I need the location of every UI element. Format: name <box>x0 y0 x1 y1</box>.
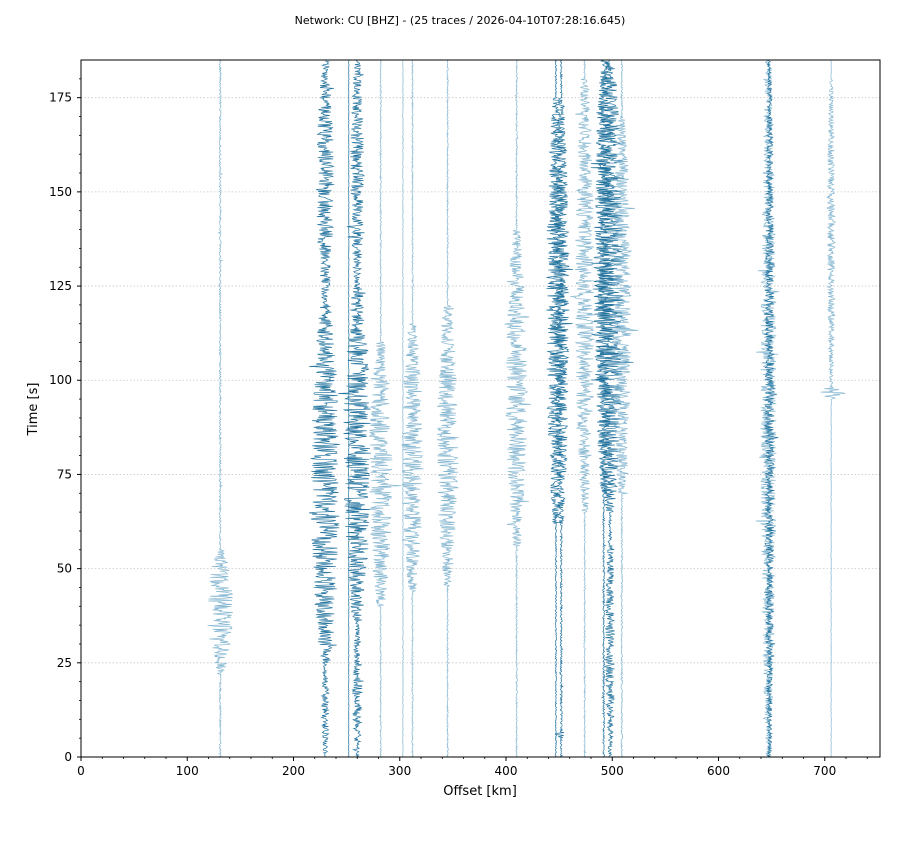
grid-lines <box>81 97 880 664</box>
seismic-trace <box>591 60 615 758</box>
x-tick-label: 600 <box>707 764 730 778</box>
y-tick-label: 75 <box>57 467 72 481</box>
x-tick-label: 500 <box>601 764 624 778</box>
y-tick-label: 0 <box>64 750 72 764</box>
x-tick-label: 700 <box>813 764 836 778</box>
y-tick-label: 125 <box>49 279 72 293</box>
x-tick-label: 300 <box>388 764 411 778</box>
x-axis-label: Offset [km] <box>443 784 517 799</box>
seismic-trace <box>549 60 573 758</box>
seismic-trace <box>546 60 570 758</box>
plot-frame <box>80 59 881 758</box>
seismic-trace <box>820 60 846 758</box>
seismic-trace <box>761 60 779 758</box>
x-tick-label: 0 <box>77 764 85 778</box>
seismic-trace <box>401 60 424 758</box>
y-tick-label: 50 <box>57 562 72 576</box>
trace-group <box>207 60 846 758</box>
x-tick-label: 400 <box>495 764 518 778</box>
y-axis-label: Time [s] <box>26 383 41 437</box>
seismic-trace <box>308 60 340 758</box>
chart-title: Network: CU [BHZ] - (25 traces / 2026-04… <box>295 14 626 27</box>
x-axis: 0 100 200 300 400 500 600 700 <box>77 757 868 778</box>
y-tick-label: 175 <box>49 91 72 105</box>
seismic-trace <box>611 60 639 758</box>
seismic-trace <box>504 60 531 758</box>
seismic-trace <box>207 60 234 758</box>
x-tick-label: 100 <box>176 764 199 778</box>
seismic-trace <box>368 60 401 758</box>
seismic-trace <box>570 60 596 758</box>
seismic-trace <box>755 60 779 758</box>
y-tick-label: 25 <box>57 656 72 670</box>
seismic-trace <box>402 60 404 758</box>
y-axis: 0 25 50 75 100 125 150 175 <box>49 78 81 764</box>
x-tick-label: 200 <box>282 764 305 778</box>
seismic-trace <box>590 60 634 758</box>
y-tick-label: 150 <box>49 185 72 199</box>
y-tick-label: 100 <box>49 373 72 387</box>
seismic-trace <box>338 60 371 758</box>
seismic-trace <box>347 60 350 758</box>
seismic-trace <box>436 60 460 758</box>
